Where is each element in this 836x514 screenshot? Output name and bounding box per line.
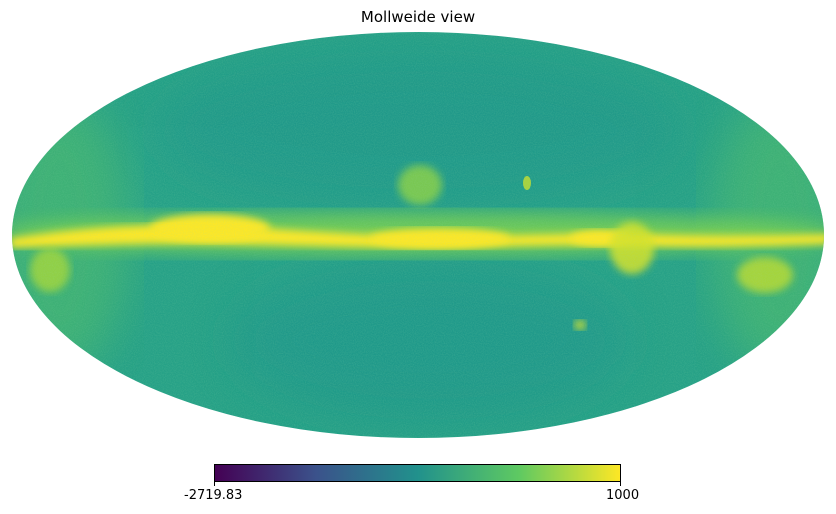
colorbar-max-tick xyxy=(620,482,621,486)
colorbar-min-tick xyxy=(214,482,215,486)
colorbar xyxy=(214,464,621,482)
colorbar-min-label: -2719.83 xyxy=(184,488,243,503)
colorbar-max-label: 1000 xyxy=(606,488,640,503)
plot-title: Mollweide view xyxy=(360,8,476,26)
